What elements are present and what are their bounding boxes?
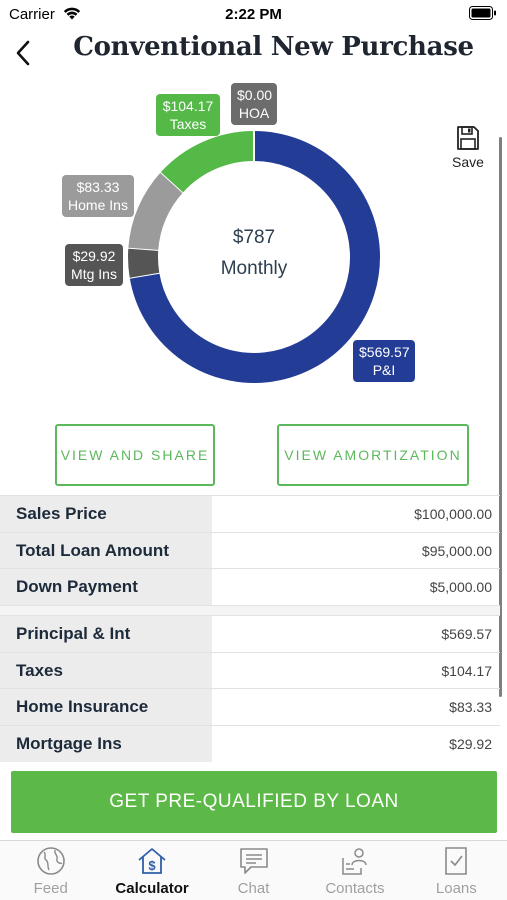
loan-details-table: Sales Price $100,000.00 Total Loan Amoun… (0, 495, 500, 762)
table-row: Mortgage Ins $29.92 (0, 725, 500, 762)
tab-contacts[interactable]: Contacts (304, 841, 405, 900)
wifi-icon (63, 7, 81, 20)
tab-label: Feed (33, 880, 68, 897)
globe-icon (36, 847, 65, 875)
table-row: Taxes $104.17 (0, 651, 500, 689)
callout-pi: $569.57 P&I (353, 340, 415, 382)
svg-text:$: $ (148, 858, 156, 873)
monthly-label: Monthly (220, 258, 288, 279)
row-label: Total Loan Amount (0, 532, 212, 569)
row-value: $104.17 (441, 662, 492, 679)
tab-label: Chat (237, 880, 270, 897)
page-title: Conventional New Purchase (73, 32, 474, 62)
row-label: Principal & Int (0, 616, 212, 652)
row-label: Sales Price (0, 496, 212, 532)
home-dollar-icon: $ (138, 848, 166, 874)
tab-label: Calculator (115, 880, 189, 897)
view-and-share-button[interactable]: VIEW AND SHARE (55, 424, 215, 486)
get-prequalified-button[interactable]: GET PRE-QUALIFIED BY LOAN (11, 771, 497, 833)
row-label: Taxes (0, 652, 212, 689)
segment-home-ins (128, 172, 184, 251)
status-bar: Carrier 2:22 PM (0, 0, 507, 28)
callout-taxes: $104.17 Taxes (156, 94, 220, 136)
callout-taxes-value: $104.17 (162, 98, 214, 114)
callout-mtg-ins-value: $29.92 (72, 248, 116, 264)
callout-hoa-label: HOA (238, 105, 270, 121)
segment-separator (127, 246, 160, 251)
floppy-disk-icon (457, 126, 479, 150)
row-value: $83.33 (449, 699, 492, 716)
monthly-total: $787 (232, 227, 276, 248)
row-value: $29.92 (449, 735, 492, 752)
save-button[interactable]: Save (446, 125, 490, 170)
callout-mtg-ins: $29.92 Mtg Ins (65, 244, 123, 286)
tab-label: Contacts (325, 880, 385, 897)
tab-chat[interactable]: Chat (203, 841, 304, 900)
callout-home-ins-label: Home Ins (68, 197, 128, 213)
callout-home-ins: $83.33 Home Ins (62, 175, 134, 217)
chat-icon (239, 848, 268, 874)
callout-pi-value: $569.57 (359, 344, 410, 360)
row-label: Home Insurance (0, 689, 212, 726)
table-row: Down Payment $5,000.00 (0, 568, 500, 606)
callout-hoa: $0.00 HOA (231, 83, 277, 125)
row-value: $100,000.00 (414, 505, 492, 522)
contacts-icon (342, 848, 367, 875)
carrier-label: Carrier (9, 6, 55, 23)
segment-mtg-ins (128, 247, 160, 278)
tab-calculator[interactable]: $ Calculator (101, 841, 202, 900)
view-amortization-button[interactable]: VIEW AMORTIZATION (277, 424, 469, 486)
tab-label: Loans (435, 880, 477, 897)
tab-loans[interactable]: Loans (406, 841, 507, 900)
segment-taxes (160, 131, 255, 193)
row-label: Mortgage Ins (0, 726, 212, 762)
callout-pi-label: P&I (372, 362, 396, 378)
row-value: $5,000.00 (429, 579, 492, 596)
row-value: $569.57 (441, 625, 492, 642)
document-check-icon (445, 847, 468, 875)
callout-hoa-value: $0.00 (237, 87, 273, 103)
table-row: Total Loan Amount $95,000.00 (0, 531, 500, 569)
back-chevron-icon[interactable] (12, 38, 34, 68)
table-row: Sales Price $100,000.00 (0, 495, 500, 532)
section-divider (0, 605, 500, 616)
row-label: Down Payment (0, 569, 212, 606)
battery-icon (469, 6, 496, 20)
segment-pi (129, 131, 380, 383)
save-label: Save (452, 154, 484, 170)
status-time: 2:22 PM (225, 6, 282, 23)
callout-mtg-ins-label: Mtg Ins (71, 266, 117, 282)
tab-bar: Feed $ Calculator Chat Contacts Loans (0, 840, 507, 900)
table-row: Home Insurance $83.33 (0, 688, 500, 726)
scrollbar[interactable] (499, 137, 502, 697)
callout-taxes-label: Taxes (169, 116, 207, 132)
table-row: Principal & Int $569.57 (0, 615, 500, 652)
tab-feed[interactable]: Feed (0, 841, 101, 900)
callout-home-ins-value: $83.33 (76, 179, 120, 195)
row-value: $95,000.00 (421, 542, 492, 559)
payment-donut-chart (127, 130, 380, 383)
